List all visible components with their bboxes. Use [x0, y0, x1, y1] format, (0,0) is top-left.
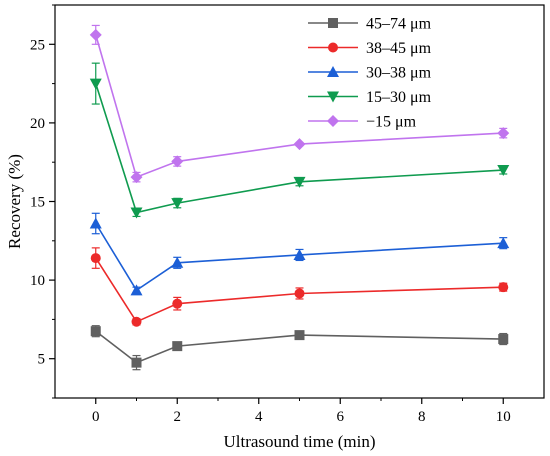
data-point [130, 284, 143, 296]
x-tick-label: 8 [418, 409, 426, 425]
data-point [293, 138, 306, 151]
data-point [293, 248, 306, 260]
x-tick-label: 4 [255, 409, 263, 425]
legend-marker [327, 66, 339, 77]
legend-item: 30–38 μm [308, 65, 432, 82]
legend: 45–74 μm 38–45 μm 30–38 μm 15–30 μm −15 μm [308, 16, 432, 131]
data-point [130, 171, 143, 184]
series-5 [89, 24, 510, 184]
data-point [131, 316, 142, 327]
x-tick-label: 6 [337, 409, 345, 425]
legend-label: −15 μm [366, 114, 417, 131]
data-point [89, 28, 102, 41]
data-point [171, 198, 184, 210]
series-4 [89, 62, 510, 219]
legend-item: −15 μm [308, 114, 417, 131]
y-tick-label: 25 [30, 37, 45, 53]
data-point [172, 298, 183, 309]
data-point [497, 237, 510, 249]
legend-item: 45–74 μm [308, 16, 432, 33]
x-tick-label: 0 [92, 409, 100, 425]
series-1 [90, 325, 509, 371]
x-axis: 0 2 4 6 8 10 [92, 398, 511, 425]
y-axis-title: Recovery (%) [5, 154, 24, 249]
y-tick-label: 10 [30, 273, 45, 289]
y-tick-label: 5 [38, 352, 46, 368]
data-point [90, 253, 101, 264]
series-layer [89, 24, 510, 371]
legend-marker [328, 18, 338, 28]
legend-item: 38–45 μm [308, 40, 432, 57]
legend-marker [327, 91, 339, 103]
series-3 [89, 212, 510, 296]
series-2 [90, 247, 509, 327]
data-point [89, 78, 102, 90]
data-point [497, 127, 510, 140]
legend-marker [327, 115, 339, 127]
data-point [293, 176, 306, 188]
data-point [498, 282, 509, 293]
y-axis: 5 10 15 20 25 [30, 4, 55, 399]
data-point [498, 334, 509, 345]
data-point [89, 217, 102, 229]
x-tick-label: 10 [496, 409, 511, 425]
x-tick-label: 2 [174, 409, 182, 425]
legend-label: 38–45 μm [366, 40, 432, 57]
legend-label: 30–38 μm [366, 65, 432, 82]
data-point [171, 256, 184, 268]
y-tick-label: 15 [30, 195, 45, 211]
data-point [90, 326, 101, 337]
legend-label: 45–74 μm [366, 16, 432, 33]
data-point [294, 330, 305, 341]
legend-item: 15–30 μm [308, 89, 432, 106]
legend-label: 15–30 μm [366, 89, 432, 106]
legend-marker [328, 42, 338, 53]
data-point [130, 207, 143, 219]
data-point [294, 288, 305, 299]
data-point [497, 165, 510, 177]
y-tick-label: 20 [30, 116, 45, 132]
data-point [172, 341, 183, 352]
data-point [171, 155, 184, 168]
data-point [131, 357, 142, 368]
x-axis-title: Ultrasound time (min) [223, 432, 375, 451]
